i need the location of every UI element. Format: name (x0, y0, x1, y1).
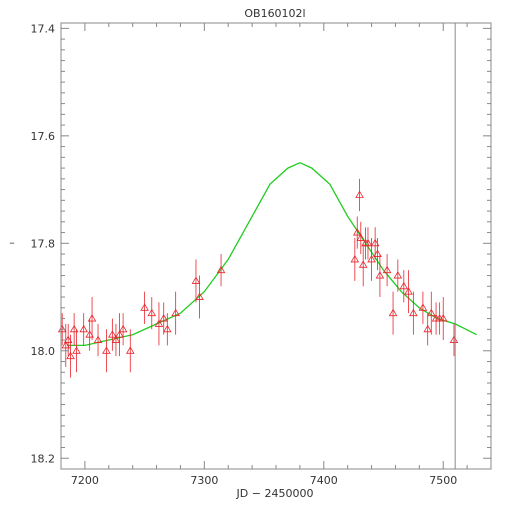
y-tick-label: 17.8 (31, 237, 56, 250)
data-point-triangle (72, 346, 81, 354)
data-point-triangle (171, 308, 180, 317)
data-point-triangle (87, 314, 97, 322)
data-point-triangle (69, 324, 79, 333)
plot-frame (60, 22, 492, 470)
data-point-triangle (159, 314, 169, 322)
x-tick-label: 7400 (310, 474, 338, 487)
data-point-triangle (85, 330, 94, 338)
data-point-triangle (367, 255, 376, 263)
data-point-triangle (393, 271, 403, 279)
data-point-triangle (125, 346, 135, 354)
data-point-triangle (111, 335, 121, 343)
data-point-triangle (350, 255, 360, 263)
data-point-triangle (191, 276, 201, 284)
data-point-triangle (356, 233, 366, 241)
data-point-triangle (375, 271, 385, 279)
data-point-triangle (147, 308, 157, 317)
data-point-triangle (363, 238, 373, 247)
data-point-triangle (388, 308, 398, 317)
data-point-triangle (438, 314, 448, 322)
data-point-triangle (93, 335, 103, 343)
data-point-triangle (118, 324, 128, 333)
model-curve (67, 161, 477, 347)
data-point-triangle (423, 324, 432, 333)
data-point-triangle (370, 238, 380, 247)
data-point-triangle (108, 330, 117, 338)
x-tick-label: 7500 (429, 474, 457, 487)
x-tick-label: 7200 (71, 474, 99, 487)
data-point-triangle (102, 346, 111, 354)
data-layer (57, 161, 477, 378)
data-point-triangle (195, 292, 204, 300)
data-point-triangle (216, 265, 226, 274)
data-point-triangle (154, 319, 164, 327)
data-point-triangle (449, 335, 459, 343)
y-tick-label: 17.6 (31, 130, 56, 143)
y-tick-label: 18.2 (31, 452, 56, 465)
data-point-triangle (418, 303, 428, 311)
data-point-triangle (61, 341, 71, 349)
data-point-triangle (66, 351, 75, 360)
data-point-triangle (382, 265, 392, 274)
data-point-triangle (79, 324, 88, 333)
y-axis-label: – (9, 236, 15, 249)
chart-title: OB160102l (244, 7, 305, 20)
data-point-triangle (404, 287, 413, 295)
data-point-triangle (115, 330, 124, 338)
axes-layer: 7200 7300 7400 7500 17.4 17.6 17.8 18.0 18.2 (31, 22, 492, 487)
data-point-triangle (352, 228, 362, 236)
x-axis-label: JD − 2450000 (236, 487, 314, 500)
data-point-triangle (426, 308, 436, 317)
data-point-triangle (163, 324, 172, 333)
y-tick-label: 18.0 (31, 345, 56, 358)
data-point-triangle (358, 260, 368, 268)
data-point-triangle (373, 249, 382, 257)
data-point-triangle (140, 303, 149, 311)
data-point-triangle (399, 281, 409, 290)
data-point-triangle (57, 324, 67, 333)
data-point-triangle (409, 308, 418, 317)
data-point-triangle (63, 335, 73, 343)
y-tick-label: 17.4 (31, 22, 56, 35)
data-point-triangle (355, 190, 364, 198)
x-tick-label: 7300 (190, 474, 218, 487)
